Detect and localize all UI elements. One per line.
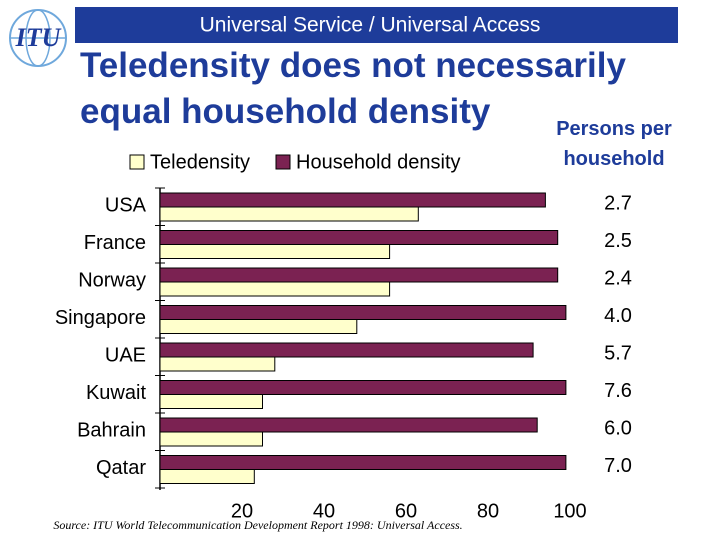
logo-text: ITU [15, 23, 62, 52]
persons-label: 6.0 [604, 417, 632, 439]
persons-label: 7.0 [604, 455, 632, 477]
bar [159, 281, 391, 297]
y-tick-label: USA [105, 194, 147, 216]
y-tick-label: Bahrain [77, 419, 146, 441]
bar [159, 342, 534, 358]
bar [159, 230, 559, 245]
persons-label: 5.7 [604, 342, 632, 364]
itu-logo: ITU [9, 9, 67, 67]
header-bar [75, 7, 678, 43]
x-tick-label: 100 [553, 500, 586, 522]
bar [159, 319, 358, 334]
column-title: Persons per household [556, 118, 672, 170]
legend-swatch [129, 154, 145, 170]
x-tick-label: 40 [313, 500, 335, 522]
bar [159, 305, 567, 320]
legend-label: Teledensity [150, 151, 250, 173]
bar [159, 380, 567, 395]
y-tick-label: Qatar [96, 457, 146, 479]
bar [159, 469, 255, 484]
persons-label: 2.5 [604, 230, 632, 252]
x-tick-label: 20 [231, 500, 253, 522]
header-text: Universal Service / Universal Access [200, 14, 541, 37]
source: Source: ITU World Telecommunication Deve… [53, 518, 462, 532]
y-tick-label: Norway [78, 269, 146, 291]
x-tick-label: 60 [395, 500, 417, 522]
bar [159, 192, 546, 208]
bar [159, 206, 419, 222]
y-tick-label: UAE [105, 344, 146, 366]
bar [159, 394, 263, 409]
bar [159, 267, 559, 283]
y-tick-label: Kuwait [86, 382, 146, 404]
persons-label: 2.7 [604, 192, 632, 214]
bar [159, 455, 567, 470]
legend-label: Household density [296, 151, 461, 173]
y-tick-label: Singapore [55, 307, 146, 329]
persons-label: 4.0 [604, 305, 632, 327]
bar [159, 356, 276, 372]
bar [159, 417, 538, 433]
chart-title: Teledensity does not necessarily equal ho… [80, 46, 626, 131]
bar [159, 244, 391, 259]
persons-label: 7.6 [604, 380, 632, 402]
bar [159, 431, 263, 447]
persons-label: 2.4 [604, 267, 632, 289]
y-tick-label: France [84, 232, 146, 254]
x-tick-label: 80 [477, 500, 499, 522]
legend-swatch [275, 154, 291, 170]
